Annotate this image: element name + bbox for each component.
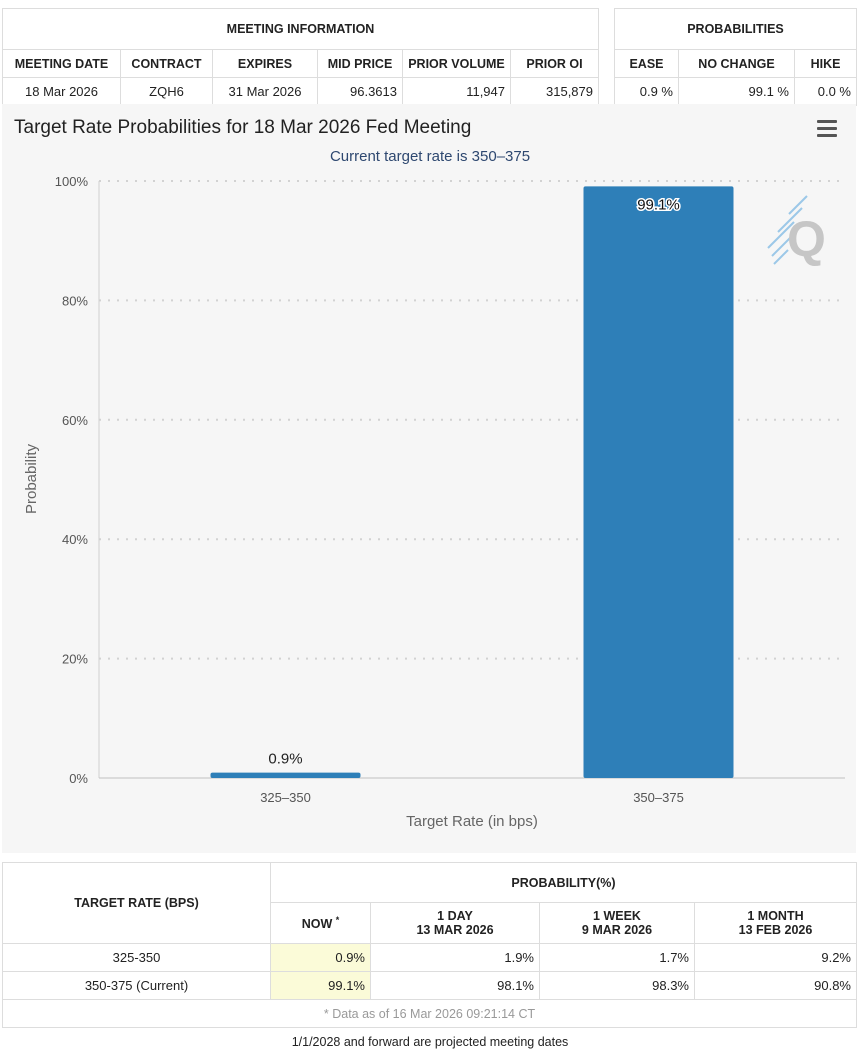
y-tick-label: 20%: [62, 652, 88, 667]
col-1-day: 1 DAY 13 MAR 2026: [370, 902, 540, 944]
col-1-month-date: 13 FEB 2026: [738, 923, 813, 937]
hike-value: 0.0 %: [794, 77, 857, 106]
col-1-week: 1 WEEK 9 MAR 2026: [539, 902, 695, 944]
data-label: 99.1%: [637, 196, 680, 213]
col-prior-oi: PRIOR OI: [510, 49, 599, 78]
rate-350-375: 350-375 (Current): [2, 971, 271, 1000]
watermark-q: Q: [787, 211, 826, 267]
x-tick-label: 325–350: [260, 790, 311, 805]
y-tick-label: 100%: [55, 174, 89, 189]
y-tick-labels: 0% 20% 40% 60% 80% 100%: [55, 174, 89, 786]
watermark-streaks-icon: [767, 195, 808, 265]
col-1-day-label: 1 DAY: [437, 909, 473, 923]
meeting-info-table: MEETING INFORMATION MEETING DATE CONTRAC…: [2, 8, 599, 106]
projected-dates-note: 1/1/2028 and forward are projected meeti…: [291, 1035, 569, 1049]
contract-value: ZQH6: [120, 77, 213, 106]
data-label: 0.9%: [268, 751, 302, 768]
rate-325-350: 325-350: [2, 943, 271, 972]
data-timestamp-note: * Data as of 16 Mar 2026 09:21:14 CT: [2, 999, 857, 1028]
1-week-value: 98.3%: [539, 971, 695, 1000]
meeting-info-title: MEETING INFORMATION: [2, 8, 599, 50]
1-day-value: 1.9%: [370, 943, 540, 972]
col-no-change: NO CHANGE: [678, 49, 795, 78]
probabilities-title: PROBABILITIES: [614, 8, 857, 50]
1-month-value: 90.8%: [694, 971, 857, 1000]
col-mid-price: MID PRICE: [317, 49, 403, 78]
probability-chart: Target Rate Probabilities for 18 Mar 202…: [14, 117, 845, 830]
table-row: 325-350 0.9% 1.9% 1.7% 9.2%: [2, 943, 857, 972]
col-now-mark: *: [335, 914, 340, 925]
data-labels: 0.9% 99.1%: [268, 195, 681, 768]
y-axis-title: Probability: [23, 443, 40, 514]
now-value: 0.9%: [270, 943, 371, 972]
prior-volume-value: 11,947: [402, 77, 511, 106]
y-tick-label: 60%: [62, 413, 88, 428]
mid-price-value: 96.3613: [317, 77, 403, 106]
chart-panel: Target Rate Probabilities for 18 Mar 202…: [2, 104, 856, 853]
meeting-date-value: 18 Mar 2026: [2, 77, 121, 106]
target-rate-header: TARGET RATE (BPS): [2, 862, 271, 944]
probability-history-table: TARGET RATE (BPS) PROBABILITY(%) NOW * 1…: [2, 862, 857, 1028]
chart-menu-icon[interactable]: [816, 119, 838, 137]
watermark-logo: Q: [767, 195, 826, 267]
now-value: 99.1%: [270, 971, 371, 1000]
prior-oi-value: 315,879: [510, 77, 599, 106]
col-ease: EASE: [614, 49, 679, 78]
col-expires: EXPIRES: [212, 49, 318, 78]
y-tick-label: 80%: [62, 293, 88, 308]
ease-value: 0.9 %: [614, 77, 679, 106]
probability-group-header: PROBABILITY(%): [270, 862, 857, 903]
no-change-value: 99.1 %: [678, 77, 795, 106]
col-contract: CONTRACT: [120, 49, 213, 78]
1-month-value: 9.2%: [694, 943, 857, 972]
col-1-week-label: 1 WEEK: [593, 909, 641, 923]
1-day-value: 98.1%: [370, 971, 540, 1000]
col-now: NOW *: [270, 902, 371, 944]
bar[interactable]: [210, 772, 361, 778]
col-1-month: 1 MONTH 13 FEB 2026: [694, 902, 857, 944]
chart-subtitle: Current target rate is 350–375: [330, 148, 530, 165]
1-week-value: 1.7%: [539, 943, 695, 972]
col-meeting-date: MEETING DATE: [2, 49, 121, 78]
bars: [210, 186, 734, 779]
col-1-day-date: 13 MAR 2026: [416, 923, 494, 937]
expires-value: 31 Mar 2026: [212, 77, 318, 106]
col-now-label: NOW: [301, 917, 333, 932]
chart-title: Target Rate Probabilities for 18 Mar 202…: [14, 117, 471, 138]
x-tick-label: 350–375: [633, 790, 684, 805]
x-tick-labels: 325–350 350–375: [260, 790, 684, 805]
probabilities-table: PROBABILITIES EASE NO CHANGE HIKE 0.9 % …: [614, 8, 857, 106]
col-1-month-label: 1 MONTH: [747, 909, 804, 923]
y-tick-label: 0%: [69, 771, 88, 786]
col-prior-volume: PRIOR VOLUME: [402, 49, 511, 78]
col-hike: HIKE: [794, 49, 857, 78]
y-tick-label: 40%: [62, 532, 88, 547]
bar[interactable]: [583, 186, 734, 779]
table-row: 350-375 (Current) 99.1% 98.1% 98.3% 90.8…: [2, 971, 857, 1000]
col-1-week-date: 9 MAR 2026: [581, 923, 653, 937]
x-axis-title: Target Rate (in bps): [406, 813, 538, 830]
